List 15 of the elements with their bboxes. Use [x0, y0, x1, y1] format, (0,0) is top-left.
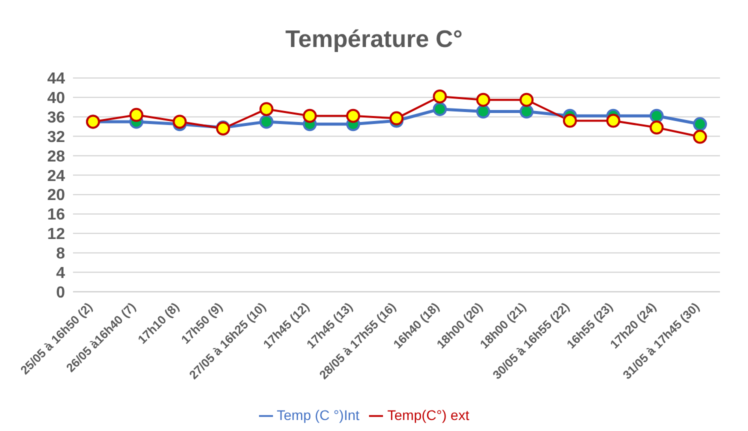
- y-tick-label: 4: [56, 264, 66, 282]
- y-tick-label: 16: [47, 206, 66, 224]
- legend-label: Temp (C °)Int: [276, 406, 360, 423]
- y-tick-label: 36: [47, 110, 66, 127]
- y-tick-label: 44: [47, 70, 66, 88]
- y-tick-label: 20: [47, 187, 66, 204]
- y-tick-label: 0: [56, 284, 66, 302]
- chart-title: Température C°: [284, 25, 464, 55]
- y-tick-label: 24: [47, 168, 66, 185]
- y-tick-label: 8: [56, 246, 66, 263]
- y-tick-label: 12: [47, 226, 66, 244]
- legend-label: Temp(C°) ext: [387, 406, 470, 423]
- y-tick-label: 32: [47, 128, 66, 146]
- y-tick-label: 40: [47, 90, 66, 108]
- y-tick-label: 28: [47, 148, 66, 166]
